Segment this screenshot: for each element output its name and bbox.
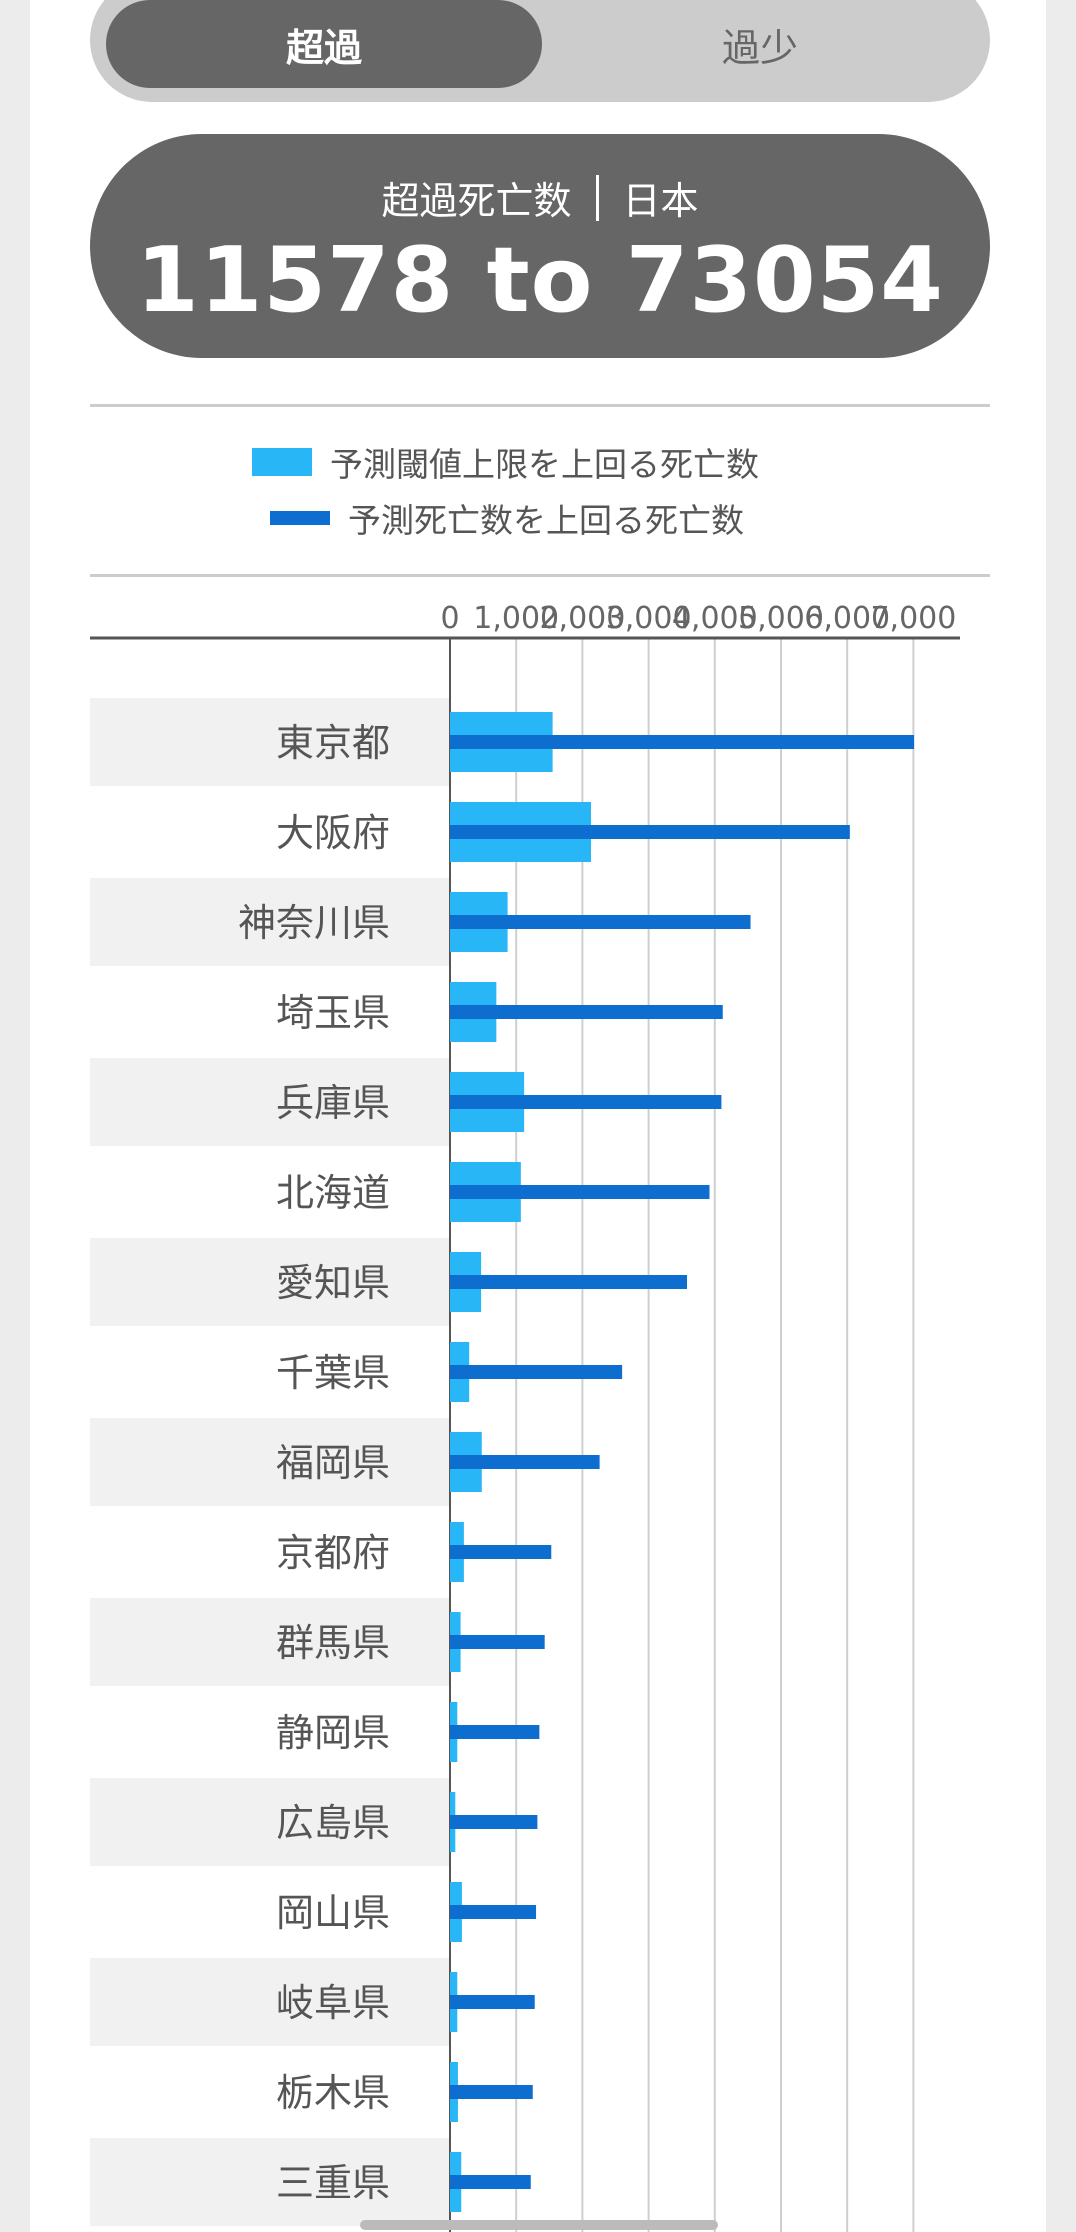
summary-region: 日本 (622, 179, 699, 223)
y-category-label: 京都府 (276, 1531, 390, 1575)
y-category-label: 神奈川県 (238, 901, 390, 945)
y-category-label: 北海道 (276, 1171, 390, 1215)
legend-label-upper: 予測閾値上限を上回る死亡数 (330, 445, 759, 484)
bar-predicted (450, 1275, 687, 1289)
x-tick-label: 2,000 (539, 601, 625, 636)
excess-deficit-toggle[interactable]: 超過 過少 (90, 0, 990, 102)
bar-predicted (450, 915, 751, 929)
y-category-label: 広島県 (276, 1801, 390, 1845)
row-band (90, 1418, 450, 1506)
x-tick-label: 4,000 (672, 601, 758, 636)
y-category-label: 三重県 (276, 2161, 390, 2205)
row-band (90, 698, 450, 786)
row-band (90, 2138, 450, 2226)
bar-predicted (450, 1365, 623, 1379)
bar-predicted (450, 1095, 722, 1109)
divider-legend (90, 574, 990, 577)
summary-heading: 超過死亡数 日本 (90, 170, 990, 225)
row-band (90, 1778, 450, 1866)
summary-label: 超過死亡数 (381, 179, 572, 223)
y-category-label: 岡山県 (276, 1891, 390, 1935)
divider-top (90, 404, 990, 407)
y-category-label: 千葉県 (276, 1351, 390, 1395)
prefecture-bar-chart: 0 1,000 2,000 3,000 4,000 5,000 6,000 7,000 東京都大… (90, 590, 990, 2232)
bar-predicted (450, 1635, 545, 1649)
bar-predicted (450, 1545, 552, 1559)
y-category-label: 栃木県 (276, 2071, 390, 2115)
y-category-label: 群馬県 (276, 1621, 390, 1665)
deficit-toggle-option[interactable]: 過少 (721, 25, 798, 70)
bar-predicted (450, 2085, 533, 2099)
bar-predicted (450, 825, 850, 839)
y-category-label: 福岡県 (276, 1441, 390, 1485)
legend-item-predicted: 予測死亡数を上回る死亡数 (270, 494, 744, 542)
y-category-label: 東京都 (276, 721, 390, 765)
bar-predicted (450, 1005, 723, 1019)
legend-item-upper: 予測閾値上限を上回る死亡数 (252, 438, 759, 486)
excess-toggle-option[interactable]: 超過 (106, 0, 542, 88)
x-tick-label: 7,000 (870, 601, 956, 636)
y-category-label: 埼玉県 (276, 991, 390, 1035)
x-tick-label: 6,000 (804, 601, 890, 636)
horizontal-scrollbar[interactable] (360, 2220, 718, 2230)
bar-predicted (450, 1905, 537, 1919)
x-tick-label: 0 (440, 601, 459, 636)
y-category-label: 愛知県 (276, 1261, 390, 1305)
summary-card: 超過死亡数 日本 11578 to 73054 (90, 134, 990, 358)
y-category-label: 岐阜県 (276, 1981, 390, 2025)
row-band (90, 878, 450, 966)
row-band (90, 1058, 450, 1146)
summary-separator (595, 174, 599, 221)
summary-value: 11578 to 73054 (136, 228, 944, 333)
legend-label-predicted: 予測死亡数を上回る死亡数 (348, 501, 744, 540)
x-tick-label: 3,000 (606, 601, 692, 636)
y-category-label: 兵庫県 (276, 1081, 390, 1125)
y-category-label: 静岡県 (276, 1711, 390, 1755)
bar-predicted (450, 2175, 531, 2189)
row-band (90, 1958, 450, 2046)
row-band (90, 1598, 450, 1686)
bar-predicted (450, 1995, 535, 2009)
x-tick-label: 1,000 (473, 601, 559, 636)
legend-swatch-upper (252, 448, 312, 476)
bar-predicted (450, 735, 915, 749)
x-tick-label: 5,000 (738, 601, 824, 636)
y-category-label: 大阪府 (276, 811, 390, 855)
row-band (90, 1238, 450, 1326)
legend-swatch-predicted (270, 511, 330, 525)
bar-predicted (450, 1455, 600, 1469)
bar-predicted (450, 1815, 538, 1829)
bar-predicted (450, 1185, 710, 1199)
bar-predicted (450, 1725, 540, 1739)
page: 超過 過少 超過死亡数 日本 11578 to 73054 予測閾値上限を上回る… (30, 0, 1046, 2232)
